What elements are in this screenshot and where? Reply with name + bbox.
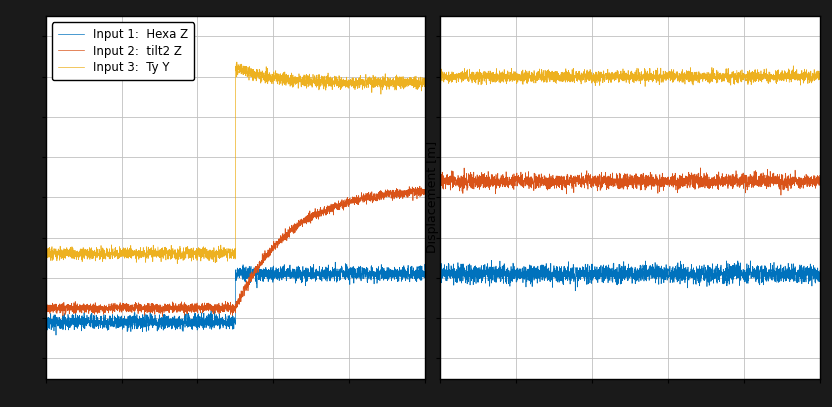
Input 2:  tilt2 Z: (0.114, -0.54): tilt2 Z: (0.114, -0.54) [84, 304, 94, 309]
Input 3:  Ty Y: (1, 0.592): Ty Y: (1, 0.592) [420, 76, 430, 81]
Line: Input 1:  Hexa Z: Input 1: Hexa Z [46, 262, 425, 335]
Input 3:  Ty Y: (0.981, 0.579): Ty Y: (0.981, 0.579) [413, 79, 423, 83]
Input 1:  Hexa Z: (0.427, -0.626): Hexa Z: (0.427, -0.626) [203, 321, 213, 326]
Input 1:  Hexa Z: (0.114, -0.623): Hexa Z: (0.114, -0.623) [84, 320, 94, 325]
Legend: Input 1:  Hexa Z, Input 2:  tilt2 Z, Input 3:  Ty Y: Input 1: Hexa Z, Input 2: tilt2 Z, Input… [52, 22, 194, 80]
Input 2:  tilt2 Z: (0.981, 0.0169): tilt2 Z: (0.981, 0.0169) [413, 192, 423, 197]
Input 3:  Ty Y: (0.504, 0.673): Ty Y: (0.504, 0.673) [232, 59, 242, 64]
Input 3:  Ty Y: (0, -0.257): Ty Y: (0, -0.257) [41, 247, 51, 252]
Input 1:  Hexa Z: (0.174, -0.62): Hexa Z: (0.174, -0.62) [106, 319, 116, 324]
Input 2:  tilt2 Z: (0, -0.552): tilt2 Z: (0, -0.552) [41, 306, 51, 311]
Text: Displacement [m]: Displacement [m] [426, 141, 439, 254]
Input 1:  Hexa Z: (0.981, -0.379): Hexa Z: (0.981, -0.379) [413, 271, 423, 276]
Input 1:  Hexa Z: (0.027, -0.684): Hexa Z: (0.027, -0.684) [51, 333, 61, 337]
Input 3:  Ty Y: (0.427, -0.28): Ty Y: (0.427, -0.28) [203, 252, 213, 256]
Input 3:  Ty Y: (0.873, 0.558): Ty Y: (0.873, 0.558) [372, 83, 382, 88]
Line: Input 2:  tilt2 Z: Input 2: tilt2 Z [46, 186, 425, 316]
Input 1:  Hexa Z: (0, -0.612): Hexa Z: (0, -0.612) [41, 318, 51, 323]
Input 3:  Ty Y: (0.384, -0.254): Ty Y: (0.384, -0.254) [186, 246, 196, 251]
Input 1:  Hexa Z: (1, -0.361): Hexa Z: (1, -0.361) [420, 267, 430, 272]
Input 2:  tilt2 Z: (0.308, -0.591): tilt2 Z: (0.308, -0.591) [157, 314, 167, 319]
Input 2:  tilt2 Z: (0.384, -0.546): tilt2 Z: (0.384, -0.546) [186, 305, 196, 310]
Input 2:  tilt2 Z: (0.873, -0.0181): tilt2 Z: (0.873, -0.0181) [372, 199, 382, 204]
Input 1:  Hexa Z: (0.763, -0.322): Hexa Z: (0.763, -0.322) [330, 260, 340, 265]
Input 2:  tilt2 Z: (0.986, 0.0557): tilt2 Z: (0.986, 0.0557) [415, 184, 425, 188]
Input 2:  tilt2 Z: (1, 0.0252): tilt2 Z: (1, 0.0252) [420, 190, 430, 195]
Line: Input 3:  Ty Y: Input 3: Ty Y [46, 62, 425, 264]
Input 3:  Ty Y: (0.347, -0.329): Ty Y: (0.347, -0.329) [172, 261, 182, 266]
Input 1:  Hexa Z: (0.873, -0.427): Hexa Z: (0.873, -0.427) [372, 281, 382, 286]
Input 2:  tilt2 Z: (0.173, -0.544): tilt2 Z: (0.173, -0.544) [106, 304, 116, 309]
Input 3:  Ty Y: (0.173, -0.283): Ty Y: (0.173, -0.283) [106, 252, 116, 257]
Input 3:  Ty Y: (0.114, -0.287): Ty Y: (0.114, -0.287) [84, 253, 94, 258]
Input 1:  Hexa Z: (0.384, -0.61): Hexa Z: (0.384, -0.61) [186, 318, 196, 323]
Input 2:  tilt2 Z: (0.427, -0.543): tilt2 Z: (0.427, -0.543) [203, 304, 213, 309]
